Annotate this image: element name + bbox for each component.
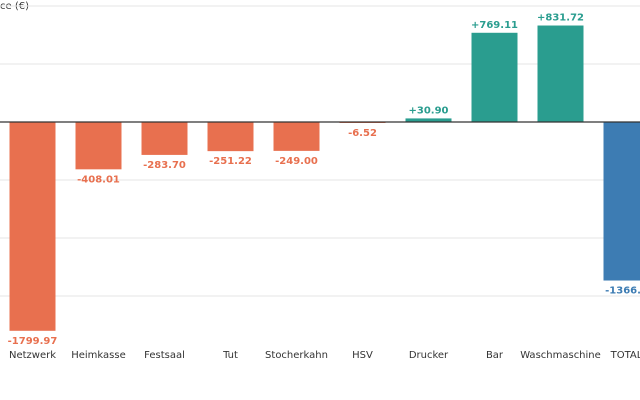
bar (603, 122, 640, 281)
x-tick-label: Festsaal (144, 350, 185, 361)
bar (75, 122, 122, 170)
x-tick-label: Tut (222, 350, 238, 361)
x-tick-label: Stocherkahn (265, 350, 328, 361)
x-tick-label: Netzwerk (9, 350, 56, 361)
x-tick-label: Heimkasse (71, 350, 126, 361)
value-label: -408.01 (77, 174, 120, 185)
value-label: -283.70 (143, 160, 186, 171)
value-label: -249.00 (275, 156, 318, 167)
value-label: -251.22 (209, 156, 252, 167)
value-label: +831.72 (537, 13, 584, 24)
value-label: +30.90 (408, 105, 448, 116)
x-tick-label: Bar (486, 350, 504, 361)
x-tick-label: Waschmaschine (520, 350, 601, 361)
value-label: -1799.97 (8, 336, 58, 347)
bar (537, 25, 584, 123)
bar (141, 122, 188, 155)
bar (471, 32, 518, 122)
bar (207, 122, 254, 152)
bar (9, 122, 56, 331)
bar (273, 122, 320, 151)
value-label: -1366.6 (605, 286, 640, 297)
bar (405, 118, 452, 122)
x-tick-label: HSV (352, 350, 373, 361)
value-label: -6.52 (348, 128, 377, 139)
value-label: +769.11 (471, 20, 518, 31)
x-tick-label: Drucker (409, 350, 449, 361)
x-tick-label: TOTAL (610, 350, 640, 361)
